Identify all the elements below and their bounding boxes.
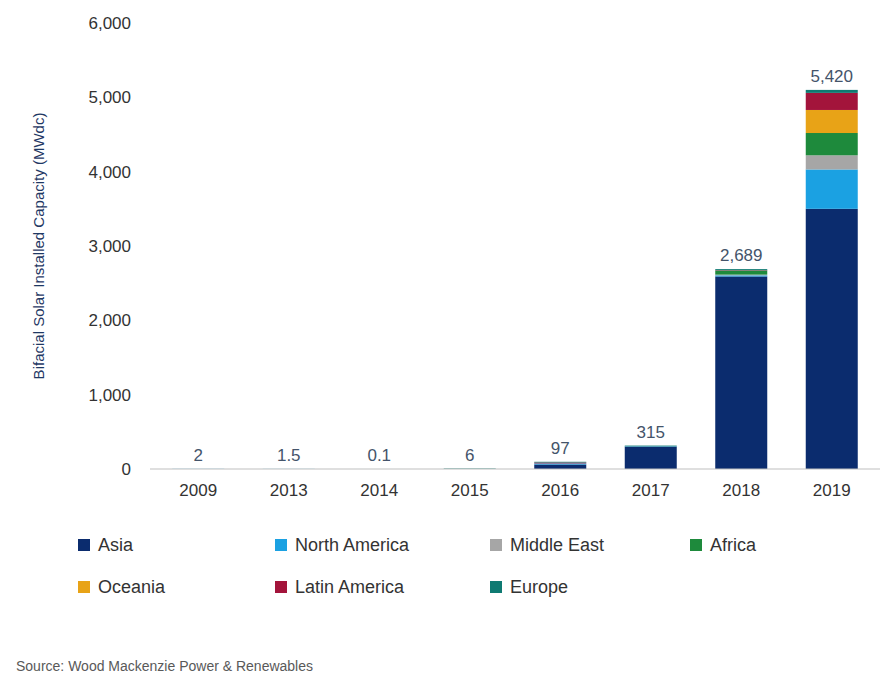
x-tick-label: 2016: [541, 481, 579, 500]
bar-segment: [806, 93, 858, 110]
bar-segment: [534, 463, 586, 464]
legend-swatch: [275, 581, 287, 593]
total-label: 315: [637, 423, 665, 442]
legend-swatch: [490, 539, 502, 551]
total-label: 1.5: [277, 446, 301, 465]
legend-swatch: [275, 539, 287, 551]
bar-segment: [715, 271, 767, 275]
bar-segment: [715, 269, 767, 270]
total-label: 0.1: [367, 446, 391, 465]
bar-segment: [625, 446, 677, 447]
bar-segment: [715, 270, 767, 271]
legend-swatch: [690, 539, 702, 551]
x-tick-label: 2019: [813, 481, 851, 500]
total-label: 2: [194, 446, 203, 465]
legend-label: Latin America: [295, 577, 405, 597]
bar-segment: [806, 133, 858, 155]
bar-segment: [806, 169, 858, 208]
legend-label: Asia: [98, 535, 134, 555]
bar-segment: [715, 270, 767, 271]
bar-segment: [534, 461, 586, 463]
legend-label: North America: [295, 535, 410, 555]
bar-segment: [625, 447, 677, 469]
bar-segment: [806, 155, 858, 169]
legend-label: Oceania: [98, 577, 166, 597]
total-label: 97: [551, 439, 570, 458]
x-tick-label: 2014: [360, 481, 398, 500]
bar-segment: [534, 463, 586, 464]
bar-segment: [534, 465, 586, 469]
y-tick-label: 1,000: [88, 386, 131, 405]
legend-swatch: [78, 539, 90, 551]
source-note: Source: Wood Mackenzie Power & Renewable…: [16, 658, 313, 674]
legend-label: Africa: [710, 535, 757, 555]
y-tick-label: 0: [122, 460, 131, 479]
chart: 0 1,000 2,000 3,000 4,000 5,000 6,000 Bifacial …: [0, 0, 891, 687]
bar-segment: [806, 110, 858, 133]
legend-label: Middle East: [510, 535, 604, 555]
x-tick-label: 2009: [179, 481, 217, 500]
x-tick-label: 2017: [632, 481, 670, 500]
y-tick-label: 4,000: [88, 163, 131, 182]
y-tick-label: 2,000: [88, 311, 131, 330]
legend: Asia North America Middle East Africa Oceani…: [78, 535, 757, 597]
legend-swatch: [78, 581, 90, 593]
bar-segment: [715, 276, 767, 469]
bar-segment: [625, 446, 677, 447]
bar-segment: [625, 446, 677, 447]
bar-segment: [625, 446, 677, 447]
total-label: 2,689: [720, 246, 763, 265]
bar-segment: [534, 463, 586, 464]
y-axis-label: Bifacial Solar Installed Capacity (MWdc): [30, 113, 47, 380]
y-tick-label: 3,000: [88, 237, 131, 256]
y-tick-label: 6,000: [88, 14, 131, 33]
total-label: 6: [465, 446, 474, 465]
x-tick-label: 2013: [270, 481, 308, 500]
bar-segment: [715, 275, 767, 276]
total-label: 5,420: [810, 67, 853, 86]
bar-segment: [534, 462, 586, 464]
bar-segment: [625, 446, 677, 447]
bar-segment: [625, 445, 677, 447]
background: [0, 0, 891, 687]
bar-segment: [806, 90, 858, 93]
y-axis: 0 1,000 2,000 3,000 4,000 5,000 6,000: [88, 14, 147, 479]
bar-segment: [806, 209, 858, 469]
bars: [172, 90, 858, 469]
y-tick-label: 5,000: [88, 88, 131, 107]
bar-segment: [534, 463, 586, 464]
x-tick-label: 2018: [722, 481, 760, 500]
x-tick-label: 2015: [451, 481, 489, 500]
x-axis-line: [150, 469, 880, 470]
legend-swatch: [490, 581, 502, 593]
legend-label: Europe: [510, 577, 568, 597]
